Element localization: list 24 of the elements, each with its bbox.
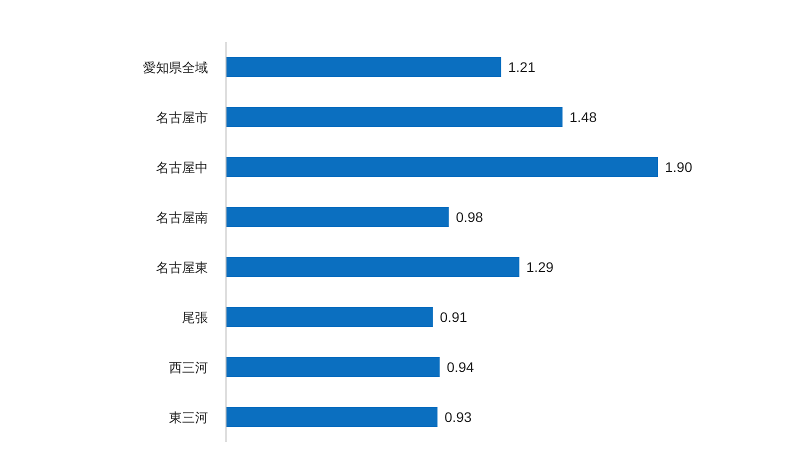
bar [226, 107, 563, 127]
data-label: 0.93 [444, 409, 472, 425]
bar [226, 307, 433, 327]
data-label: 1.48 [570, 109, 597, 125]
bar [226, 357, 440, 377]
y-tick-label: 尾張 [182, 310, 208, 325]
y-tick-label: 東三河 [169, 410, 208, 425]
bar [226, 407, 438, 427]
data-label: 1.21 [508, 59, 536, 75]
y-tick-label: 愛知県全域 [143, 60, 208, 75]
y-tick-label: 名古屋市 [156, 110, 208, 125]
y-tick-label: 西三河 [169, 360, 208, 375]
y-tick-label: 名古屋東 [156, 260, 208, 275]
data-label: 0.91 [440, 309, 468, 325]
bar [226, 57, 502, 77]
data-label: 0.98 [456, 209, 484, 225]
y-tick-label: 名古屋南 [156, 210, 208, 225]
bar [226, 207, 449, 227]
y-tick-label: 名古屋中 [156, 160, 208, 175]
bar [226, 257, 520, 277]
data-label: 1.29 [526, 259, 554, 275]
data-label: 0.94 [446, 359, 474, 375]
bar [226, 157, 658, 177]
data-label: 1.90 [665, 159, 692, 175]
